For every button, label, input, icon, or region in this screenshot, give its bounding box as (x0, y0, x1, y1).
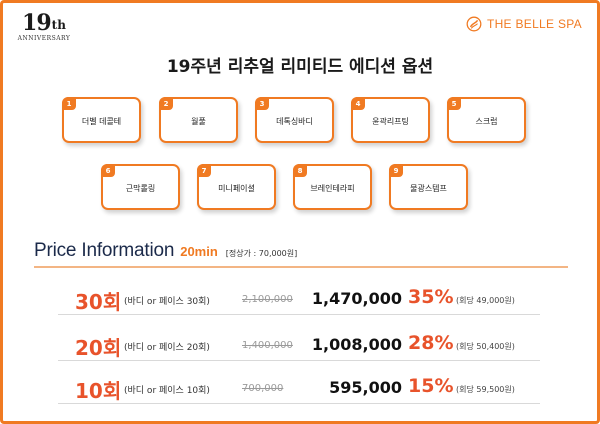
discount-rate: 15% (408, 375, 454, 397)
option-number-badge: 1 (62, 97, 76, 110)
session-description: (바디 or 페이스 30회) (124, 297, 210, 307)
option-card: 3 데톡싱바디 (255, 97, 334, 143)
per-session-price: (회당 50,400원) (456, 342, 515, 351)
option-number-badge: 6 (101, 164, 115, 177)
option-card: 6 근막롤링 (101, 164, 180, 210)
original-price: 700,000 (242, 383, 284, 394)
option-label: 근막롤링 (125, 184, 156, 193)
discount-rate: 28% (408, 332, 454, 354)
option-label: 미니페이셜 (218, 184, 255, 193)
price-row: 10회 (바디 or 페이스 10회) 700,000 595,000 15% … (58, 370, 540, 404)
session-description: (바디 or 페이스 10회) (124, 386, 210, 396)
anniversary-logo: 19th ANNIVERSARY (14, 12, 74, 42)
option-card: 9 물광스템프 (389, 164, 468, 210)
anniversary-number: 19th (14, 12, 74, 34)
option-number-badge: 7 (197, 164, 211, 177)
option-label: 브레인테라피 (310, 184, 355, 193)
regular-price-note: [정상가 : 70,000원] (225, 249, 298, 258)
per-session-price: (회당 49,000원) (456, 296, 515, 305)
price-info-duration: 20min (180, 244, 218, 259)
anniversary-number-value: 19 (22, 10, 52, 36)
option-number-badge: 8 (293, 164, 307, 177)
option-number-badge: 3 (255, 97, 269, 110)
session-count: 20회 (75, 336, 122, 360)
sale-price: 595,000 (329, 378, 402, 397)
option-number-badge: 4 (351, 97, 365, 110)
option-label: 스크럽 (475, 117, 498, 126)
option-card: 1 더벨 데콜테 (62, 97, 141, 143)
price-info-title: Price Information (34, 240, 175, 261)
option-grid: 1 더벨 데콜테 2 월풀 3 데톡싱바디 4 윤곽리프팅 5 스크럽 6 근막… (62, 97, 526, 210)
sale-price: 1,470,000 (311, 289, 402, 308)
price-info-header: Price Information 20min [정상가 : 70,000원] (34, 240, 297, 262)
option-label: 데톡싱바디 (276, 117, 313, 126)
price-row: 20회 (바디 or 페이스 20회) 1,400,000 1,008,000 … (58, 327, 540, 361)
anniversary-suffix: th (51, 18, 66, 32)
option-label: 윤곽리프팅 (372, 117, 409, 126)
discount-rate: 35% (408, 286, 454, 308)
option-number-badge: 9 (389, 164, 403, 177)
session-description: (바디 or 페이스 20회) (124, 343, 210, 353)
brand-name: THE BELLE SPA (486, 17, 582, 31)
session-count: 10회 (75, 379, 122, 403)
option-number-badge: 5 (447, 97, 461, 110)
option-number-badge: 2 (159, 97, 173, 110)
brand-flame-icon (466, 16, 482, 32)
session-count: 30회 (75, 290, 122, 314)
option-label: 물광스템프 (410, 184, 447, 193)
page-title: 19주년 리추얼 리미티드 에디션 옵션 (166, 57, 434, 77)
sale-price: 1,008,000 (311, 335, 402, 354)
brand-logo: THE BELLE SPA (466, 16, 582, 32)
original-price: 2,100,000 (242, 294, 293, 305)
option-card: 8 브레인테라피 (293, 164, 372, 210)
original-price: 1,400,000 (242, 340, 293, 351)
option-card: 7 미니페이셜 (197, 164, 276, 210)
option-label: 더벨 데콜테 (81, 117, 122, 126)
per-session-price: (회당 59,500원) (456, 385, 515, 394)
price-info-divider (34, 266, 568, 268)
option-label: 월풀 (191, 117, 206, 126)
option-card: 4 윤곽리프팅 (351, 97, 430, 143)
anniversary-label: ANNIVERSARY (17, 35, 71, 42)
option-card: 2 월풀 (159, 97, 238, 143)
option-card: 5 스크럽 (447, 97, 526, 143)
price-row: 30회 (바디 or 페이스 30회) 2,100,000 1,470,000 … (58, 281, 540, 315)
